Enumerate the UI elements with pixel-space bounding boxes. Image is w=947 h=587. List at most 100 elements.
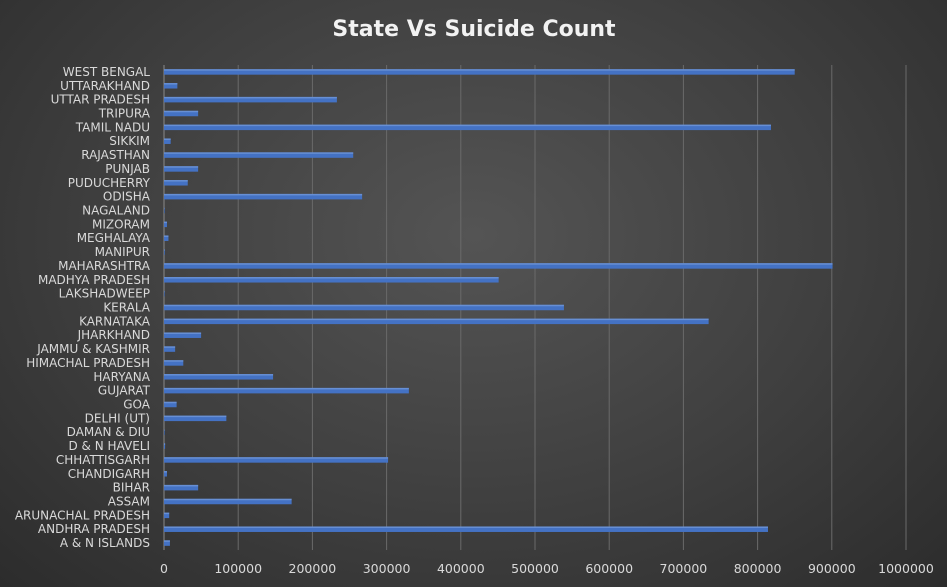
x-tick-label: 300000 bbox=[363, 561, 411, 576]
x-tick-label: 900000 bbox=[808, 561, 856, 576]
category-label: ASSAM bbox=[108, 495, 150, 509]
bar bbox=[164, 69, 795, 75]
category-label: SIKKIM bbox=[109, 134, 150, 148]
bar bbox=[164, 221, 167, 228]
category-label: UTTARAKHAND bbox=[60, 79, 150, 93]
x-tick-label: 800000 bbox=[734, 561, 782, 576]
bar bbox=[164, 498, 292, 505]
bar-highlight bbox=[164, 235, 169, 237]
category-label: JAMMU & KASHMIR bbox=[36, 342, 150, 356]
x-tick-label: 1000000 bbox=[878, 561, 934, 576]
bar-highlight bbox=[164, 221, 167, 224]
category-label: KERALA bbox=[103, 301, 150, 315]
category-label: WEST BENGAL bbox=[63, 65, 151, 79]
category-label: TRIPURA bbox=[98, 107, 151, 121]
bar bbox=[164, 277, 499, 283]
bar-highlight bbox=[164, 498, 292, 501]
category-label: JHARKHAND bbox=[77, 328, 150, 342]
bar-highlight bbox=[164, 180, 188, 182]
bar-highlight bbox=[164, 332, 202, 334]
bar bbox=[164, 96, 337, 103]
category-label: BIHAR bbox=[113, 481, 150, 495]
bar bbox=[164, 110, 199, 117]
bar-highlight bbox=[164, 152, 354, 154]
x-tick-label: 0 bbox=[160, 561, 168, 576]
bar-highlight bbox=[164, 484, 199, 487]
bar-highlight bbox=[164, 540, 170, 542]
bar bbox=[164, 512, 170, 519]
bar bbox=[164, 152, 354, 158]
bar-highlight bbox=[164, 166, 199, 168]
bar bbox=[164, 235, 169, 241]
bar bbox=[164, 360, 184, 366]
category-label: MAHARASHTRA bbox=[58, 259, 151, 273]
bar bbox=[164, 415, 227, 422]
x-tick-label: 400000 bbox=[437, 561, 485, 576]
bar-highlight bbox=[164, 193, 363, 196]
bar bbox=[164, 540, 170, 546]
bar-highlight bbox=[164, 263, 833, 265]
bar bbox=[164, 443, 166, 449]
bar-highlight bbox=[164, 138, 171, 140]
bar-highlight bbox=[164, 471, 167, 473]
bar bbox=[164, 263, 833, 269]
bar-highlight bbox=[164, 304, 564, 307]
category-label: KARNATAKA bbox=[79, 314, 151, 328]
category-label: MANIPUR bbox=[95, 245, 150, 259]
category-label: ARUNACHAL PRADESH bbox=[15, 508, 150, 522]
category-label: HARYANA bbox=[93, 370, 150, 384]
bar bbox=[164, 193, 363, 200]
category-label: MIZORAM bbox=[92, 217, 150, 231]
bar-highlight bbox=[164, 69, 795, 71]
category-label: GOA bbox=[123, 398, 151, 412]
bar bbox=[164, 387, 409, 394]
category-label: ANDHRA PRADESH bbox=[38, 522, 150, 536]
x-tick-labels: 0 100000 200000 300000 400000 500000 600000 700… bbox=[160, 561, 934, 576]
bar-highlight bbox=[164, 401, 177, 404]
bar-highlight bbox=[164, 318, 709, 321]
bar bbox=[164, 457, 389, 463]
category-label: TAMIL NADU bbox=[75, 120, 150, 134]
category-label: ODISHA bbox=[103, 190, 151, 204]
category-label: LAKSHADWEEP bbox=[59, 287, 150, 301]
bar-highlight bbox=[164, 290, 165, 293]
bar-highlight bbox=[164, 124, 771, 127]
category-label: NAGALAND bbox=[82, 204, 150, 218]
bar-highlight bbox=[164, 110, 199, 113]
bar bbox=[164, 138, 171, 144]
bar-highlight bbox=[164, 249, 165, 251]
bar-highlight bbox=[164, 526, 768, 528]
category-label: DELHI (UT) bbox=[85, 411, 150, 425]
bar-highlight bbox=[164, 374, 274, 376]
bar-highlight bbox=[164, 429, 165, 431]
bars bbox=[164, 69, 833, 546]
bar-highlight bbox=[164, 443, 166, 445]
bar-highlight bbox=[164, 457, 389, 459]
bar bbox=[164, 332, 202, 338]
bar bbox=[164, 180, 188, 186]
bar bbox=[164, 374, 274, 380]
chart-title: State Vs Suicide Count bbox=[332, 17, 616, 42]
bar bbox=[164, 318, 709, 325]
bar bbox=[164, 166, 199, 172]
category-label: RAJASTHAN bbox=[81, 148, 150, 162]
bar bbox=[164, 429, 165, 435]
bar bbox=[164, 304, 564, 311]
category-label: HIMACHAL PRADESH bbox=[26, 356, 150, 370]
bar bbox=[164, 484, 199, 491]
bar-highlight bbox=[164, 346, 176, 348]
category-label: MADHYA PRADESH bbox=[38, 273, 150, 287]
bar-highlight bbox=[164, 415, 227, 418]
category-label: DAMAN & DIU bbox=[67, 425, 150, 439]
category-label: CHANDIGARH bbox=[68, 467, 150, 481]
bar-highlight bbox=[164, 96, 337, 99]
x-tick-label: 500000 bbox=[511, 561, 559, 576]
bar-highlight bbox=[164, 360, 184, 362]
bar-highlight bbox=[164, 512, 170, 515]
category-label: MEGHALAYA bbox=[77, 231, 151, 245]
bar bbox=[164, 124, 771, 131]
x-tick-label: 600000 bbox=[585, 561, 633, 576]
